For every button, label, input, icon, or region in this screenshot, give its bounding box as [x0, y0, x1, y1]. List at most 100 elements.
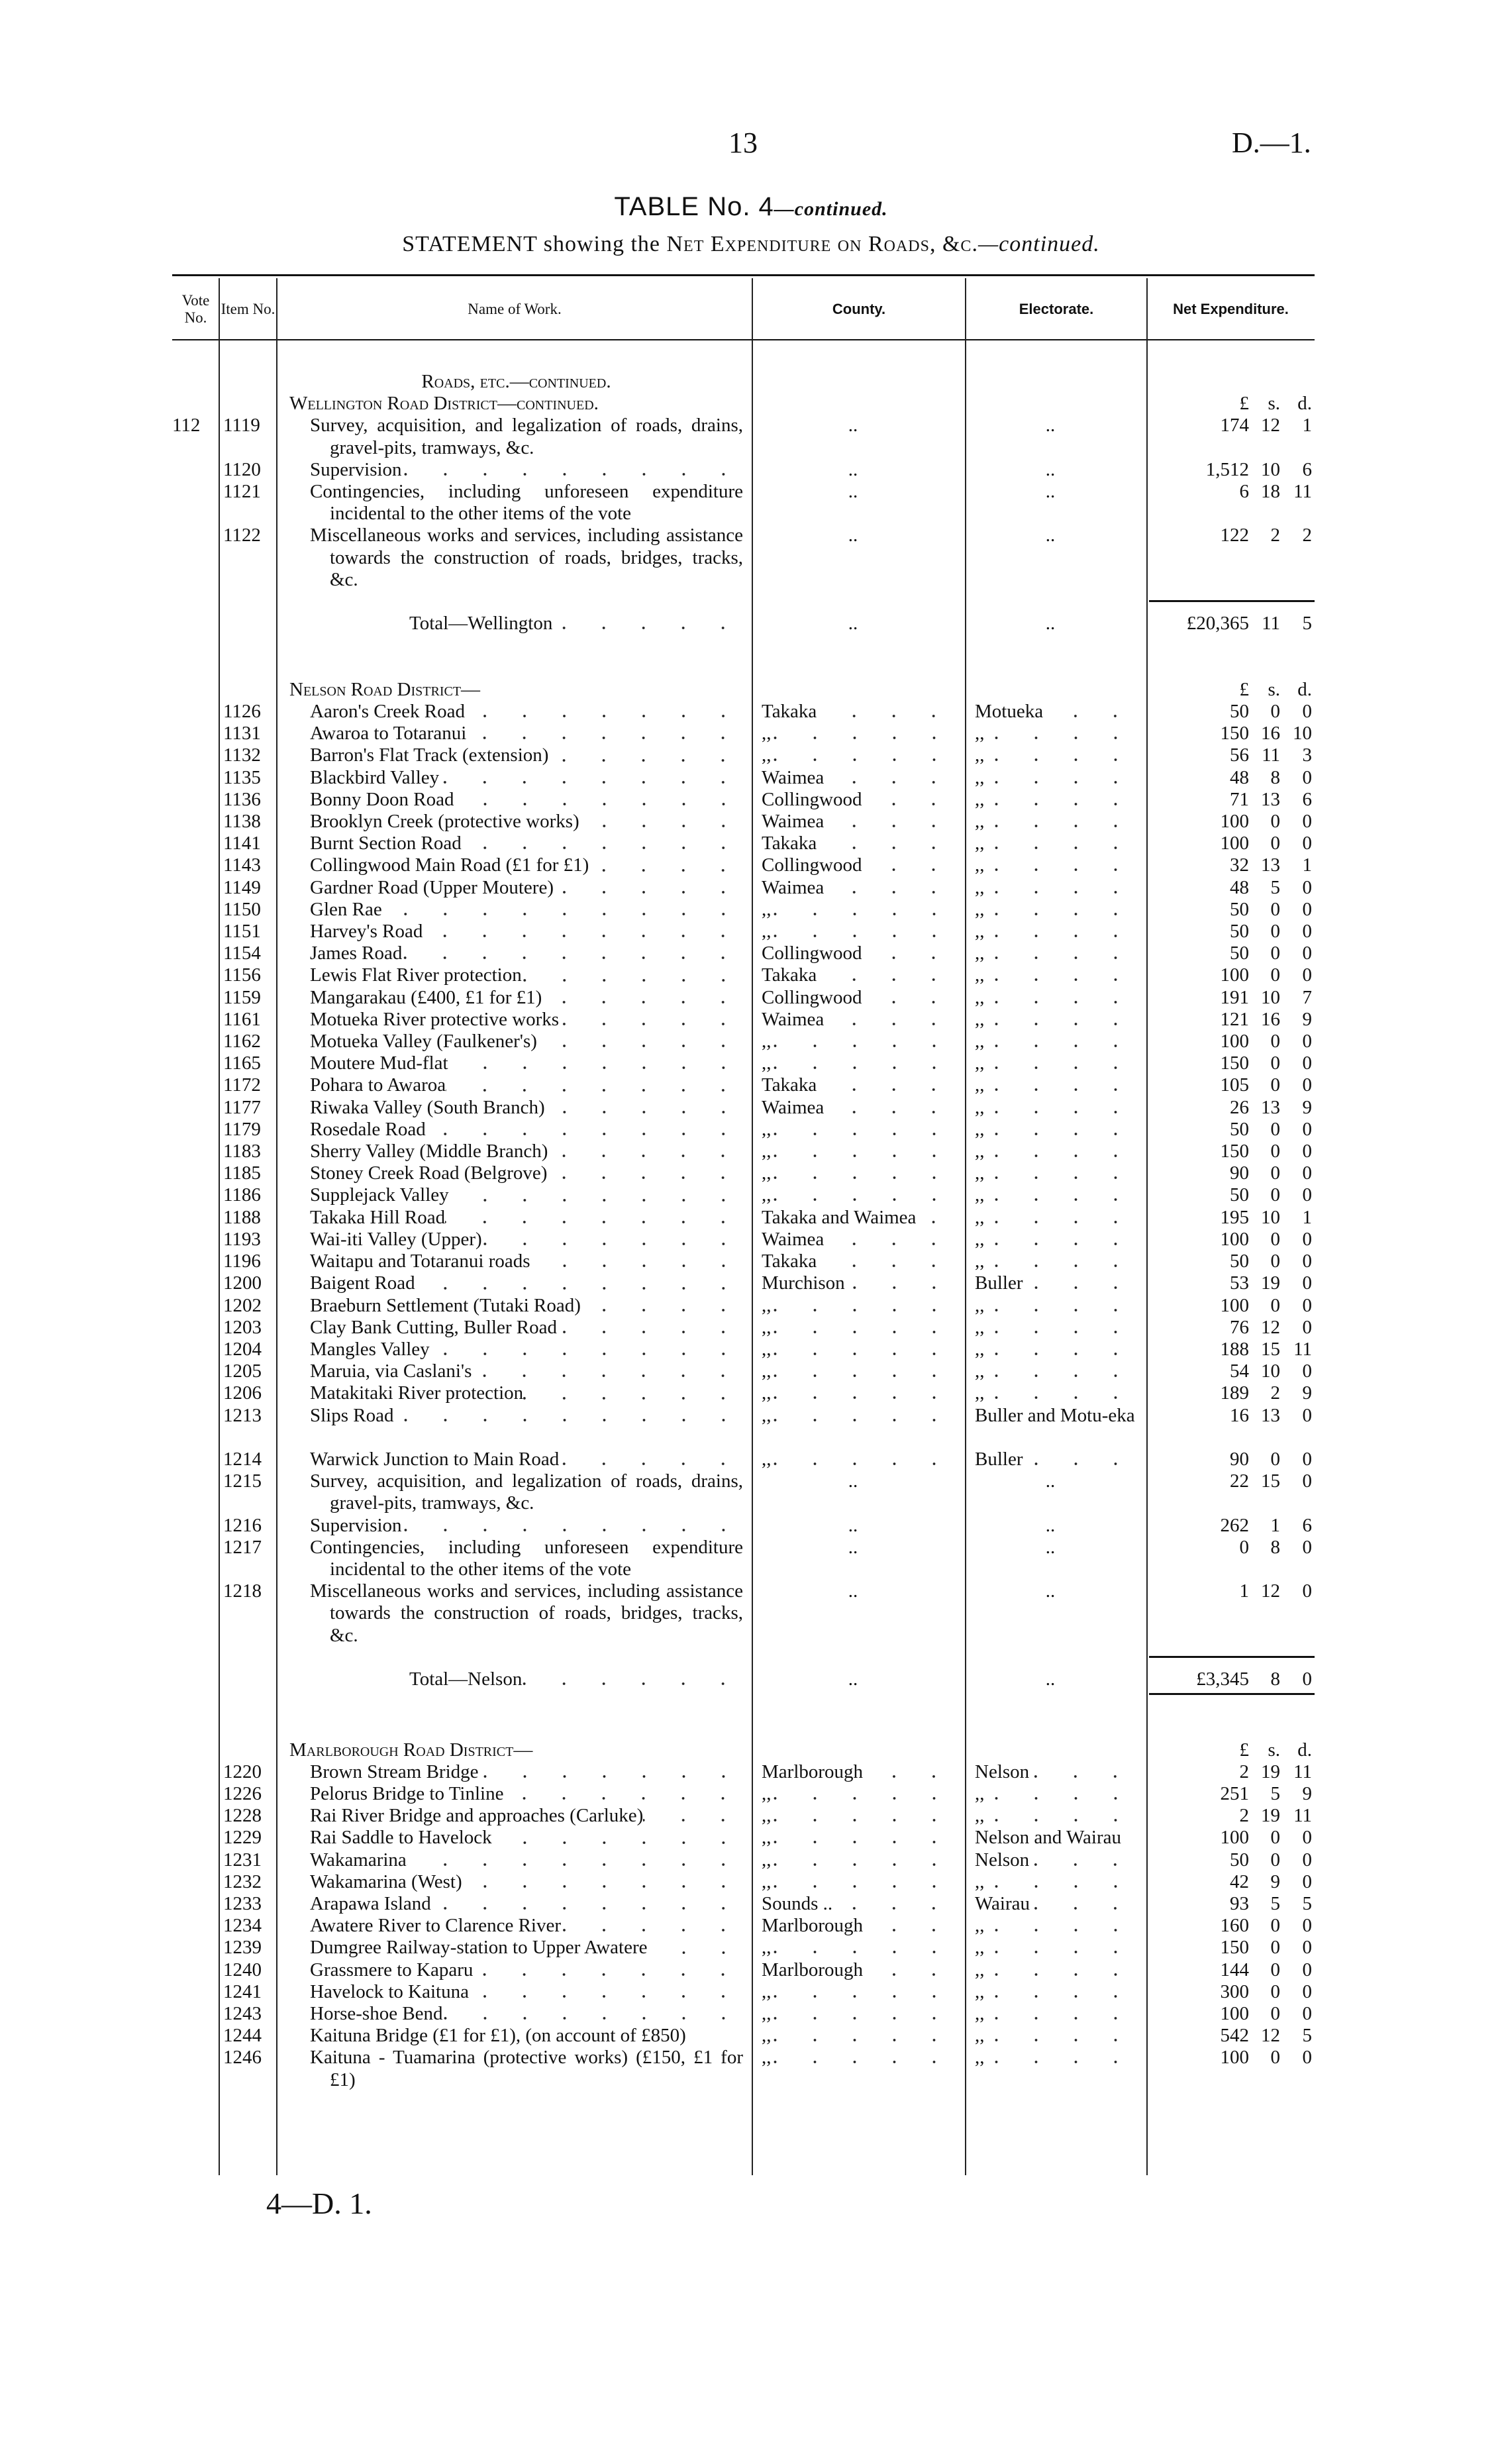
pence: 0	[1302, 943, 1313, 964]
table-row: 1154 James Road Collingwood,, 50 0 0	[172, 943, 1315, 965]
work-name: Grassmere to Kaparu	[277, 1959, 752, 1981]
leader-dots	[561, 1915, 743, 1937]
county-value: Collingwood	[762, 986, 862, 1008]
table-row: 1165 Moutere Mud-flat,,,, 150 0 0	[172, 1052, 1315, 1075]
county: ,,	[752, 1118, 966, 1141]
leader-dots	[530, 1251, 743, 1273]
county-value: ..	[848, 1470, 858, 1492]
county-value: ..	[848, 1514, 858, 1536]
county: Waimea	[752, 1096, 966, 1119]
electorate: ..	[966, 1580, 1147, 1647]
table-row: 1217 Contingencies, including unforeseen …	[172, 1537, 1315, 1580]
leader-dots	[863, 1959, 954, 1981]
vote-number	[172, 1915, 219, 1937]
vote-number	[172, 1317, 219, 1339]
currency-header-pounds: £	[1239, 678, 1250, 700]
work-name-text: Motueka Valley (Faulkener's)	[310, 1031, 537, 1052]
county: Marlborough	[752, 1915, 966, 1937]
shillings: 0	[1270, 1448, 1281, 1470]
leader-dots	[824, 1008, 954, 1031]
leader-dots	[817, 964, 954, 987]
work-name: Mangles Valley	[277, 1339, 752, 1361]
district-heading: Nelson Road District—	[289, 678, 481, 700]
item-number: 1215	[223, 1470, 262, 1492]
shillings: 0	[1270, 898, 1281, 920]
table-row: 1216 Supervision.... 262 1 6	[172, 1515, 1315, 1537]
pounds: 100	[1220, 1294, 1250, 1316]
shillings: 13	[1261, 854, 1280, 876]
shillings: 0	[1270, 811, 1281, 833]
pence: 0	[1302, 1272, 1313, 1294]
vote-number	[172, 1141, 219, 1162]
electorate: ,,	[966, 1206, 1147, 1229]
work-name: Miscellaneous works and services, includ…	[277, 1580, 752, 1647]
work-name-text: Clay Bank Cutting, Buller Road	[310, 1316, 557, 1338]
header-electorate: Electorate.	[1019, 300, 1094, 317]
leader-dots	[984, 1228, 1135, 1251]
vote-number	[172, 1805, 219, 1827]
work-name: Kaituna Bridge (£1 for £1), (on account …	[277, 2025, 752, 2047]
district-heading-row: Marlborough Road District— £ s. d.	[172, 1739, 1315, 1761]
vote-number	[172, 767, 219, 789]
vote-number	[172, 987, 219, 1009]
electorate: ,,	[966, 1782, 1147, 1805]
vote-number	[172, 1097, 219, 1119]
pence: 0	[1302, 1980, 1313, 2002]
vote-number	[172, 833, 219, 854]
total-rule-row	[172, 1647, 1315, 1668]
electorate: ,,	[966, 1031, 1147, 1053]
pence: 5	[1302, 2025, 1313, 2047]
work-name: Arapawa Island	[277, 1893, 752, 1916]
pence: 0	[1302, 1871, 1313, 1892]
pence: 0	[1302, 1448, 1313, 1470]
vote-number	[172, 899, 219, 921]
electorate: ,,	[966, 1162, 1147, 1185]
pence: 6	[1302, 1514, 1313, 1536]
electorate: ,,	[966, 788, 1147, 811]
electorate-value: ,,	[975, 1052, 985, 1074]
work-name: Waitapu and Totaranui roads	[277, 1251, 752, 1273]
leader-dots	[771, 1937, 954, 1959]
leader-dots	[448, 1052, 743, 1075]
pence: 9	[1302, 1382, 1313, 1404]
table-row: 1244 Kaituna Bridge (£1 for £1), (on acco…	[172, 2025, 1315, 2047]
electorate-value: Nelson	[975, 1761, 1030, 1782]
pounds: 50	[1230, 1118, 1249, 1140]
vote-number	[172, 701, 219, 723]
pounds: 32	[1230, 854, 1249, 876]
district-heading: Wellington Road District—continued.	[289, 393, 599, 415]
electorate: ,,	[966, 2002, 1147, 2025]
work-name: Supervision	[277, 459, 752, 482]
electorate: ,,	[966, 1096, 1147, 1119]
pence: 2	[1302, 525, 1313, 546]
vote-number	[172, 1184, 219, 1206]
county: Waimea	[752, 1008, 966, 1031]
electorate-value: ,,	[975, 1074, 985, 1096]
county-value: ,,	[762, 1805, 772, 1827]
electorate: ,,	[966, 766, 1147, 789]
vote-number	[172, 1937, 219, 1959]
work-name: Brown Stream Bridge	[277, 1761, 752, 1783]
leader-dots	[521, 964, 743, 987]
leader-dots	[984, 1008, 1135, 1031]
pence: 3	[1302, 744, 1313, 766]
vote-number	[172, 1339, 219, 1360]
item-cell	[219, 393, 277, 415]
work-name-text: Stoney Creek Road (Belgrove)	[310, 1162, 548, 1184]
electorate: ,,	[966, 1937, 1147, 1959]
shillings: 0	[1270, 1294, 1281, 1316]
table-top-rule	[172, 274, 1315, 276]
electorate-value: ,,	[975, 833, 985, 854]
item-number: 1122	[223, 525, 261, 546]
county: Collingwood	[752, 986, 966, 1009]
leader-dots	[771, 1052, 954, 1075]
electorate-value: Wairau	[975, 1892, 1030, 1914]
pence: 5	[1302, 1892, 1313, 1914]
county: Murchison	[752, 1272, 966, 1295]
vote-number	[172, 1295, 219, 1317]
pounds: 100	[1220, 964, 1250, 986]
work-name: Aaron's Creek Road	[277, 701, 752, 723]
county-value: ,,	[762, 1937, 772, 1959]
shillings: 10	[1261, 986, 1280, 1008]
county: ,,	[752, 1404, 966, 1427]
